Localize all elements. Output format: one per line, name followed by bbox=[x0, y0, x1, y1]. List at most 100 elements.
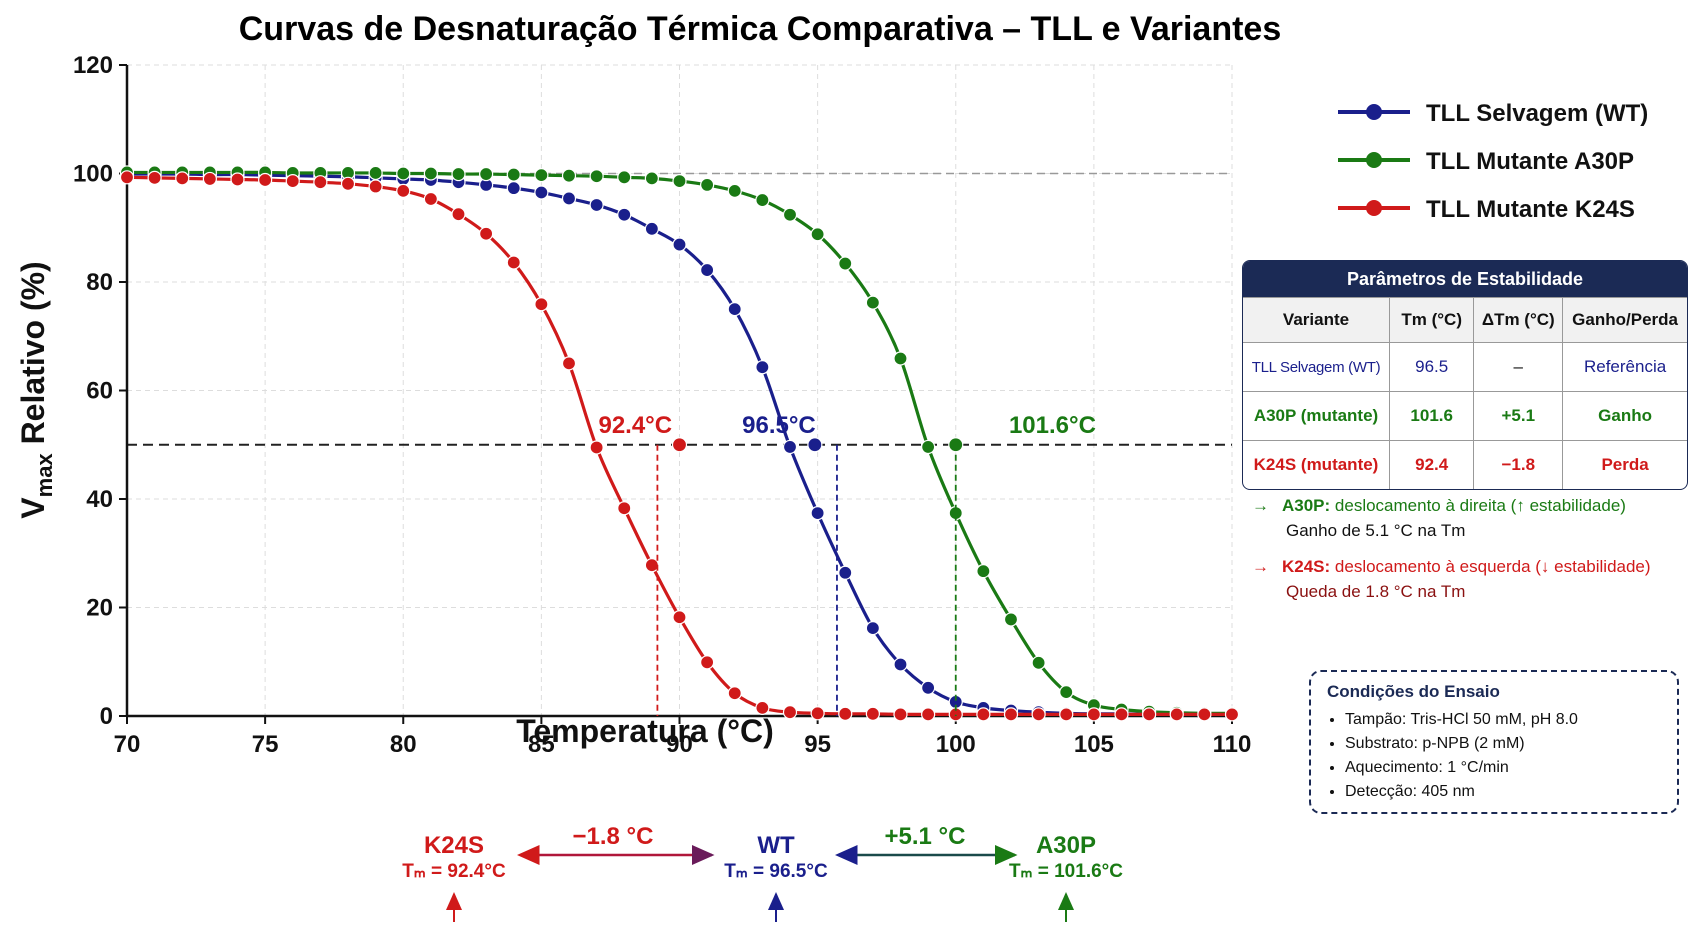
y-tick-label: 20 bbox=[86, 595, 113, 622]
legend-marker bbox=[1366, 104, 1382, 120]
data-point bbox=[396, 166, 411, 181]
data-point bbox=[202, 171, 217, 187]
table-cell: Perda bbox=[1562, 440, 1687, 489]
data-point bbox=[534, 185, 549, 200]
data-point bbox=[865, 706, 880, 721]
data-point bbox=[700, 177, 715, 192]
data-point bbox=[285, 173, 300, 189]
y-tick-label: 80 bbox=[86, 269, 113, 296]
x-tick-label: 90 bbox=[666, 731, 693, 758]
data-point bbox=[893, 707, 908, 722]
y-tick-label: 0 bbox=[100, 703, 113, 730]
note-k24s-label: K24S: bbox=[1282, 557, 1331, 576]
right-arrow-icon: → bbox=[1252, 557, 1269, 576]
data-point bbox=[727, 302, 742, 317]
table-cell: K24S (mutante) bbox=[1243, 440, 1391, 489]
tm-label: 96.5°C bbox=[742, 412, 816, 439]
comparison-k24s-name: K24S bbox=[424, 832, 484, 859]
data-point bbox=[1169, 707, 1184, 722]
table-cell: – bbox=[1473, 342, 1564, 392]
data-point bbox=[119, 170, 135, 185]
list-item: Aquecimento: 1 °C/min bbox=[1345, 756, 1661, 780]
table-row: A30P (mutante) 101.6 +5.1 Ganho bbox=[1243, 391, 1687, 441]
data-point bbox=[589, 197, 604, 213]
data-point bbox=[921, 680, 936, 695]
data-point bbox=[1142, 707, 1157, 722]
chart-title: Curvas de Desnaturação Térmica Comparati… bbox=[239, 10, 1281, 48]
table-row: TLL Selvagem (WT) 96.5 – Referência bbox=[1243, 342, 1687, 392]
table-cell: A30P (mutante) bbox=[1243, 391, 1391, 441]
data-point bbox=[534, 168, 549, 183]
table-cell: TLL Selvagem (WT) bbox=[1243, 342, 1391, 392]
data-point bbox=[451, 166, 466, 182]
tm-label: 92.4°C bbox=[598, 412, 672, 439]
data-point bbox=[1003, 707, 1019, 722]
data-point bbox=[147, 170, 162, 185]
data-point bbox=[1224, 707, 1240, 722]
comparison-a30p-name: A30P bbox=[1036, 832, 1096, 859]
table-header-cell: Tm (°C) bbox=[1389, 297, 1475, 343]
y-tick-label: 60 bbox=[86, 378, 113, 405]
data-point bbox=[258, 172, 273, 188]
data-point bbox=[782, 439, 798, 455]
legend-marker bbox=[1366, 200, 1382, 216]
data-point bbox=[561, 191, 577, 206]
data-point bbox=[617, 207, 632, 222]
x-axis-label: Temperatura (°C) bbox=[516, 713, 774, 749]
data-point bbox=[423, 166, 438, 181]
data-point bbox=[534, 297, 549, 312]
table-header-cell: Variante bbox=[1243, 297, 1391, 343]
conditions-box: Condições do Ensaio Tampão: Tris-HCl 50 … bbox=[1309, 670, 1679, 814]
table-cell: +5.1 bbox=[1473, 391, 1564, 441]
data-point bbox=[561, 168, 577, 183]
table-cell: Ganho bbox=[1562, 391, 1687, 441]
data-point bbox=[423, 191, 438, 207]
data-point bbox=[921, 439, 936, 455]
data-point bbox=[921, 707, 936, 722]
data-point bbox=[451, 207, 466, 222]
tm-point bbox=[671, 437, 688, 453]
x-tick-label: 110 bbox=[1213, 731, 1252, 758]
data-point bbox=[1031, 655, 1046, 670]
table-header-cell: Ganho/Perda bbox=[1562, 297, 1687, 343]
comparison-wt-tm: Tₘ = 96.5°C bbox=[724, 861, 828, 882]
legend-label: TLL Selvagem (WT) bbox=[1426, 100, 1648, 127]
data-point bbox=[810, 706, 825, 721]
data-point bbox=[865, 621, 880, 636]
comparison-a30p-tm: Tₘ = 101.6°C bbox=[1009, 861, 1123, 882]
conditions-title: Condições do Ensaio bbox=[1327, 682, 1500, 701]
data-point bbox=[838, 706, 853, 721]
series-layer bbox=[119, 165, 1240, 722]
data-point bbox=[893, 657, 908, 672]
data-point bbox=[644, 221, 659, 236]
comparison-k24s-tm: Tₘ = 92.4°C bbox=[402, 861, 506, 882]
data-point bbox=[479, 166, 494, 182]
data-point bbox=[506, 255, 521, 270]
table-cell: 101.6 bbox=[1389, 391, 1475, 441]
table-header-cell: ΔTm (°C) bbox=[1473, 297, 1564, 343]
legend-label: TLL Mutante K24S bbox=[1426, 196, 1635, 223]
legend-label: TLL Mutante A30P bbox=[1426, 148, 1634, 175]
data-point bbox=[506, 167, 521, 182]
note-a30p: → A30P: deslocamento à direita (↑ estabil… bbox=[1252, 496, 1626, 541]
comparison-diagram: K24S Tₘ = 92.4°C WT Tₘ = 96.5°C A30P Tₘ … bbox=[402, 823, 1123, 922]
x-tick-label: 75 bbox=[252, 731, 279, 758]
data-point bbox=[700, 262, 715, 278]
data-point bbox=[672, 173, 687, 189]
table-header-row: Variante Tm (°C) ΔTm (°C) Ganho/Perda bbox=[1243, 297, 1687, 343]
data-point bbox=[1059, 685, 1074, 700]
x-tick-label: 105 bbox=[1074, 731, 1114, 758]
data-point bbox=[810, 506, 825, 521]
tm-label: 101.6°C bbox=[1009, 412, 1096, 439]
data-point bbox=[727, 183, 742, 198]
list-item: Substrato: p-NPB (2 mM) bbox=[1345, 732, 1661, 756]
data-point bbox=[617, 501, 632, 516]
data-point bbox=[313, 175, 328, 190]
list-item: Tampão: Tris-HCl 50 mM, pH 8.0 bbox=[1345, 708, 1661, 732]
data-point bbox=[1114, 707, 1129, 722]
delta-right-label: +5.1 °C bbox=[885, 823, 966, 850]
data-point bbox=[672, 237, 687, 252]
y-tick-label: 100 bbox=[73, 161, 113, 188]
tm-annotations: 96.5°C 101.6°C 92.4°C bbox=[598, 412, 1096, 716]
x-tick-label: 70 bbox=[114, 731, 141, 758]
